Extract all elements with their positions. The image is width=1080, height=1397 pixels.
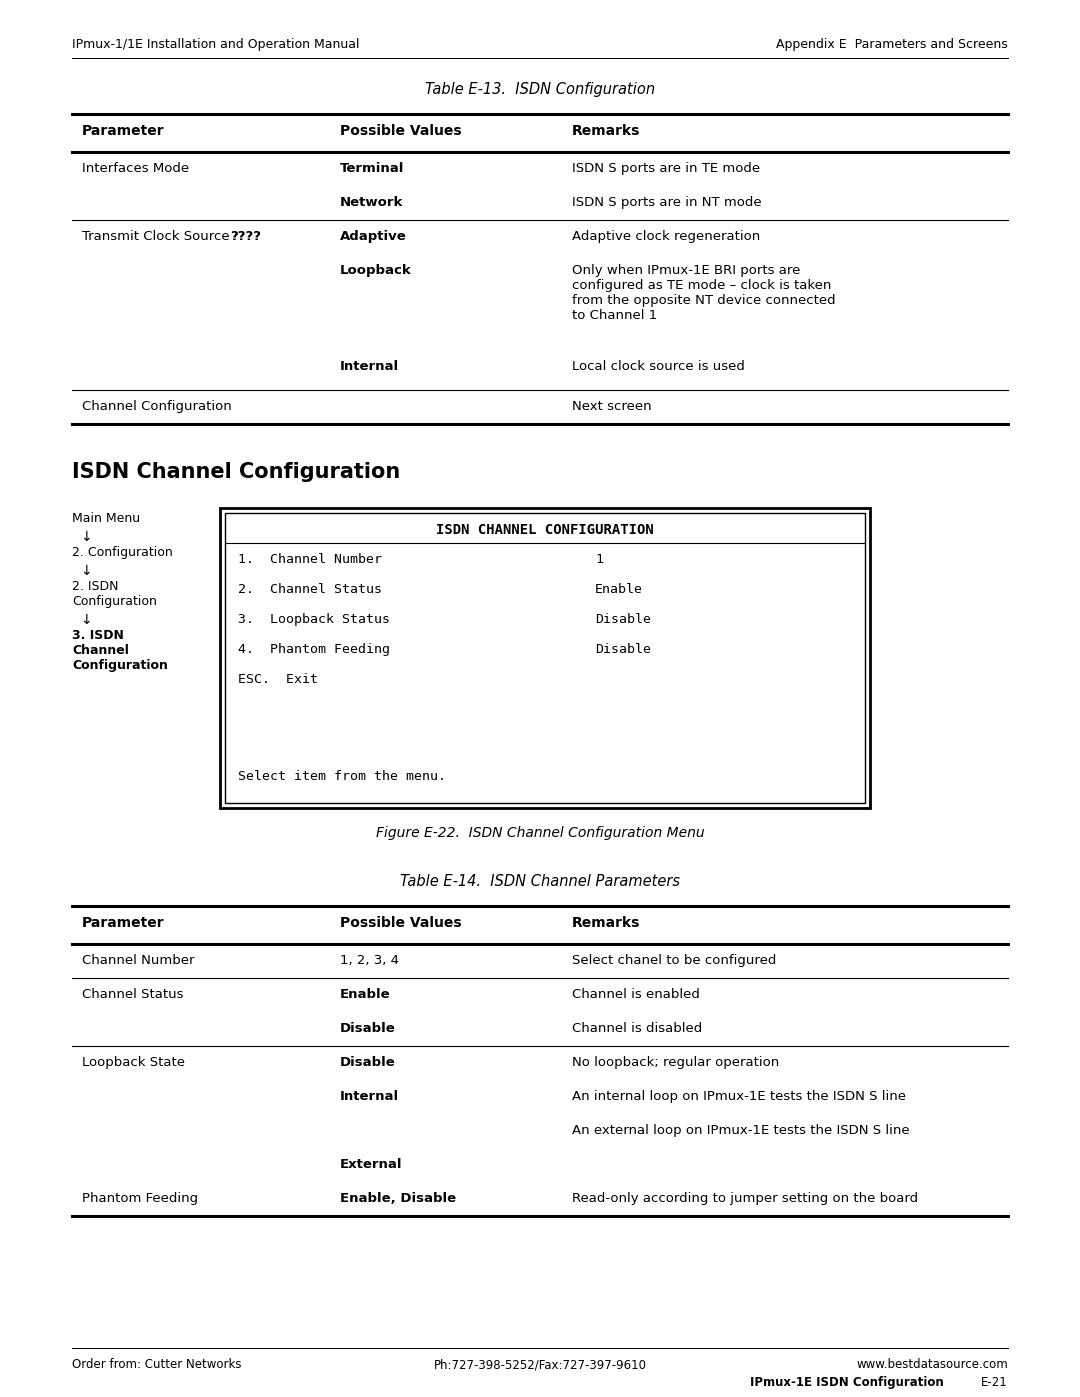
Text: Only when IPmux-1E BRI ports are
configured as TE mode – clock is taken
from the: Only when IPmux-1E BRI ports are configu… bbox=[572, 264, 836, 321]
Text: ↓: ↓ bbox=[80, 613, 92, 627]
Text: Adaptive clock regeneration: Adaptive clock regeneration bbox=[572, 231, 760, 243]
Text: ISDN CHANNEL CONFIGURATION: ISDN CHANNEL CONFIGURATION bbox=[436, 522, 653, 536]
Text: 1: 1 bbox=[595, 553, 603, 566]
Text: Table E-14.  ISDN Channel Parameters: Table E-14. ISDN Channel Parameters bbox=[400, 875, 680, 888]
Text: Enable: Enable bbox=[340, 988, 391, 1002]
Text: Local clock source is used: Local clock source is used bbox=[572, 360, 745, 373]
Text: Channel Configuration: Channel Configuration bbox=[82, 400, 232, 414]
Text: ISDN S ports are in NT mode: ISDN S ports are in NT mode bbox=[572, 196, 761, 210]
Text: Next screen: Next screen bbox=[572, 400, 651, 414]
Text: Main Menu: Main Menu bbox=[72, 511, 140, 525]
Text: Transmit Clock Source: Transmit Clock Source bbox=[82, 231, 234, 243]
Text: Phantom Feeding: Phantom Feeding bbox=[82, 1192, 198, 1206]
Bar bbox=[225, 513, 865, 803]
Text: IPmux-1E ISDN Configuration: IPmux-1E ISDN Configuration bbox=[750, 1376, 944, 1389]
Text: IPmux-1/1E Installation and Operation Manual: IPmux-1/1E Installation and Operation Ma… bbox=[72, 38, 360, 52]
Bar bbox=[220, 509, 870, 807]
Text: An external loop on IPmux-1E tests the ISDN S line: An external loop on IPmux-1E tests the I… bbox=[572, 1125, 909, 1137]
Text: E-21: E-21 bbox=[982, 1376, 1008, 1389]
Text: 3.  Loopback Status: 3. Loopback Status bbox=[238, 613, 390, 626]
Text: Table E-13.  ISDN Configuration: Table E-13. ISDN Configuration bbox=[424, 82, 656, 96]
Text: ↓: ↓ bbox=[80, 529, 92, 543]
Text: Disable: Disable bbox=[340, 1056, 395, 1069]
Text: Parameter: Parameter bbox=[82, 124, 164, 138]
Text: Select chanel to be configured: Select chanel to be configured bbox=[572, 954, 777, 967]
Text: Network: Network bbox=[340, 196, 403, 210]
Text: Parameter: Parameter bbox=[82, 916, 164, 930]
Text: 2.  Channel Status: 2. Channel Status bbox=[238, 583, 382, 597]
Text: Loopback State: Loopback State bbox=[82, 1056, 185, 1069]
Text: 1, 2, 3, 4: 1, 2, 3, 4 bbox=[340, 954, 399, 967]
Text: Figure E-22.  ISDN Channel Configuration Menu: Figure E-22. ISDN Channel Configuration … bbox=[376, 826, 704, 840]
Text: External: External bbox=[340, 1158, 403, 1171]
Text: Channel is enabled: Channel is enabled bbox=[572, 988, 700, 1002]
Text: Remarks: Remarks bbox=[572, 916, 640, 930]
Text: Internal: Internal bbox=[340, 1090, 400, 1104]
Text: Possible Values: Possible Values bbox=[340, 124, 461, 138]
Text: Enable, Disable: Enable, Disable bbox=[340, 1192, 456, 1206]
Text: 2. ISDN
Configuration: 2. ISDN Configuration bbox=[72, 580, 157, 608]
Text: Possible Values: Possible Values bbox=[340, 916, 461, 930]
Text: Appendix E  Parameters and Screens: Appendix E Parameters and Screens bbox=[777, 38, 1008, 52]
Text: Remarks: Remarks bbox=[572, 124, 640, 138]
Text: Order from: Cutter Networks: Order from: Cutter Networks bbox=[72, 1358, 242, 1370]
Text: 3. ISDN
Channel
Configuration: 3. ISDN Channel Configuration bbox=[72, 629, 167, 672]
Text: Terminal: Terminal bbox=[340, 162, 404, 175]
Text: Channel Status: Channel Status bbox=[82, 988, 184, 1002]
Text: Read-only according to jumper setting on the board: Read-only according to jumper setting on… bbox=[572, 1192, 918, 1206]
Text: 4.  Phantom Feeding: 4. Phantom Feeding bbox=[238, 643, 390, 657]
Text: 1.  Channel Number: 1. Channel Number bbox=[238, 553, 382, 566]
Text: No loopback; regular operation: No loopback; regular operation bbox=[572, 1056, 780, 1069]
Text: Internal: Internal bbox=[340, 360, 400, 373]
Text: ISDN S ports are in TE mode: ISDN S ports are in TE mode bbox=[572, 162, 760, 175]
Text: ESC.  Exit: ESC. Exit bbox=[238, 673, 318, 686]
Text: Disable: Disable bbox=[595, 643, 651, 657]
Text: Channel Number: Channel Number bbox=[82, 954, 194, 967]
Text: Enable: Enable bbox=[595, 583, 643, 597]
Text: ↓: ↓ bbox=[80, 564, 92, 578]
Text: 2. Configuration: 2. Configuration bbox=[72, 546, 173, 559]
Text: ????: ???? bbox=[230, 231, 261, 243]
Text: Adaptive: Adaptive bbox=[340, 231, 407, 243]
Text: Loopback: Loopback bbox=[340, 264, 411, 277]
Text: Channel is disabled: Channel is disabled bbox=[572, 1023, 702, 1035]
Text: Disable: Disable bbox=[340, 1023, 395, 1035]
Text: Ph:727-398-5252/Fax:727-397-9610: Ph:727-398-5252/Fax:727-397-9610 bbox=[433, 1358, 647, 1370]
Text: www.bestdatasource.com: www.bestdatasource.com bbox=[856, 1358, 1008, 1370]
Text: Disable: Disable bbox=[595, 613, 651, 626]
Text: ISDN Channel Configuration: ISDN Channel Configuration bbox=[72, 462, 401, 482]
Text: An internal loop on IPmux-1E tests the ISDN S line: An internal loop on IPmux-1E tests the I… bbox=[572, 1090, 906, 1104]
Text: Select item from the menu.: Select item from the menu. bbox=[238, 770, 446, 782]
Text: Interfaces Mode: Interfaces Mode bbox=[82, 162, 189, 175]
